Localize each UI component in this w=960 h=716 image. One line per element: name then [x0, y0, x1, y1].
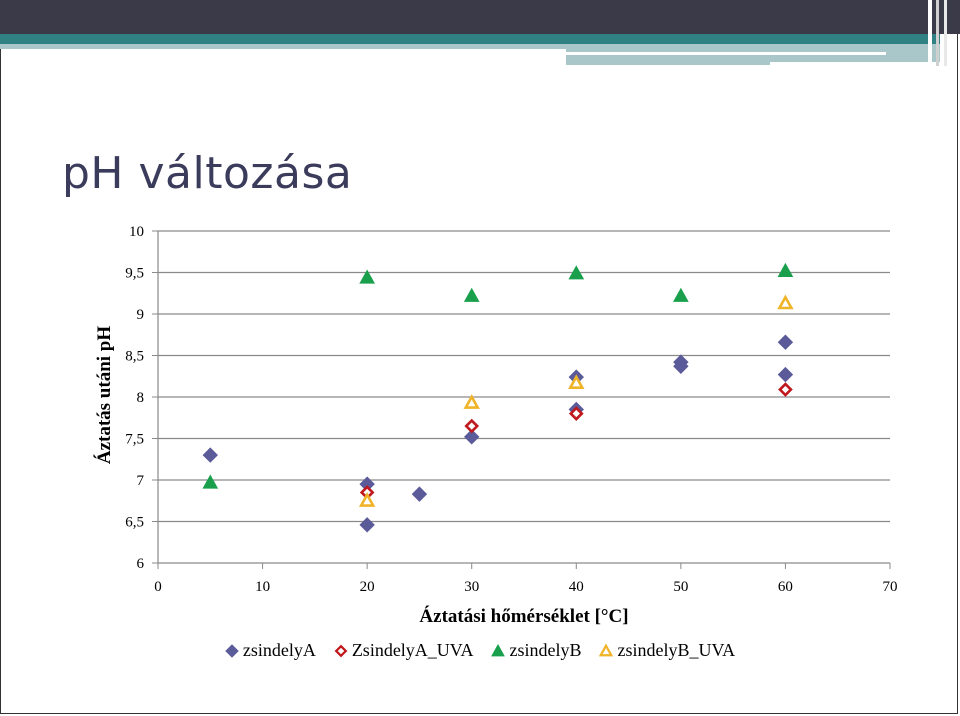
- legend-label: zsindelyB_UVA: [617, 640, 736, 660]
- legend-marker-icon: [225, 643, 239, 658]
- data-point-zsindelyB_UVA: [358, 492, 376, 507]
- data-point-zsindelyB: [673, 287, 689, 302]
- data-point-zsindelyA: [202, 447, 218, 463]
- legend-marker: [599, 643, 614, 656]
- y-tick-label: 7: [137, 473, 145, 489]
- y-tick-label: 8: [137, 390, 145, 406]
- x-tick-label: 10: [255, 579, 270, 595]
- data-point-zsindelyB_UVA: [777, 294, 794, 310]
- legend-label: zsindelyA: [242, 640, 316, 660]
- chart-legend: zsindelyA ZsindelyA_UVA zsindelyB zsindelyB…: [0, 640, 960, 661]
- data-point-zsindelyA: [777, 366, 794, 383]
- data-point-zsindelyB: [359, 269, 375, 284]
- data-point-zsindelyA: [673, 358, 689, 374]
- y-tick-label: 9,5: [125, 266, 144, 282]
- y-tick-label: 6: [137, 556, 145, 572]
- data-point-zsindelyB: [202, 474, 219, 489]
- gridlines: [158, 230, 890, 523]
- y-tick-label: 9: [137, 307, 145, 323]
- x-tick-label: 50: [673, 579, 688, 595]
- slide-title: pH változása: [62, 148, 353, 199]
- x-tick-label: 70: [883, 579, 898, 595]
- legend-marker-icon: [599, 643, 614, 656]
- y-axis-title: Áztatás utáni pH: [93, 326, 115, 465]
- y-tick-label: 7,5: [125, 432, 144, 448]
- y-tick-label: 8,5: [125, 349, 144, 365]
- legend-item-zsindelyB: zsindelyB: [491, 640, 581, 661]
- legend-marker-icon: [491, 643, 506, 656]
- data-point-ZsindelyA_UVA: [568, 406, 584, 421]
- scatter-chart: 6 6,5 7 7,5 8 8,5 9 9,5 10 0 10 20 30 40 50 60 70 Áztatá…: [93, 224, 898, 627]
- data-point-zsindelyA: [411, 486, 428, 502]
- legend-marker-icon: [334, 644, 348, 657]
- slide-header-banner: [0, 0, 960, 66]
- legend-marker: [491, 643, 506, 656]
- y-tick-label: 6,5: [125, 515, 144, 531]
- x-axis-title: Áztatási hőmérséklet [°C]: [419, 605, 628, 627]
- x-tick-label: 40: [569, 579, 584, 595]
- legend-item-zsindelyB_UVA: zsindelyB_UVA: [599, 640, 735, 661]
- data-point-zsindelyB: [777, 262, 794, 277]
- data-point-zsindelyA: [464, 429, 480, 445]
- data-points: [202, 262, 794, 533]
- legend-marker: [334, 644, 348, 657]
- data-point-ZsindelyA_UVA: [464, 418, 480, 434]
- legend-label: ZsindelyA_UVA: [351, 640, 474, 660]
- x-tick-label: 0: [154, 579, 162, 595]
- legend-label: zsindelyB: [509, 640, 582, 660]
- legend-marker: [225, 643, 239, 658]
- legend-item-zsindelyA: zsindelyA: [225, 640, 316, 661]
- data-point-zsindelyA: [359, 517, 375, 533]
- data-point-zsindelyB_UVA: [568, 374, 585, 389]
- x-tick-label: 30: [464, 579, 479, 595]
- data-point-ZsindelyA_UVA: [778, 382, 793, 397]
- tick-labels: 6 6,5 7 7,5 8 8,5 9 9,5 10 0 10 20 30 40 50 60 70: [125, 224, 897, 595]
- x-tick-label: 20: [360, 579, 375, 595]
- data-point-zsindelyB_UVA: [463, 394, 480, 409]
- data-point-zsindelyA: [777, 334, 794, 350]
- data-point-zsindelyB: [463, 287, 480, 302]
- legend-item-ZsindelyA_UVA: ZsindelyA_UVA: [334, 640, 474, 661]
- data-point-zsindelyB: [568, 265, 585, 280]
- x-tick-label: 60: [778, 579, 793, 595]
- axes: [152, 230, 891, 569]
- y-tick-label: 10: [129, 224, 144, 240]
